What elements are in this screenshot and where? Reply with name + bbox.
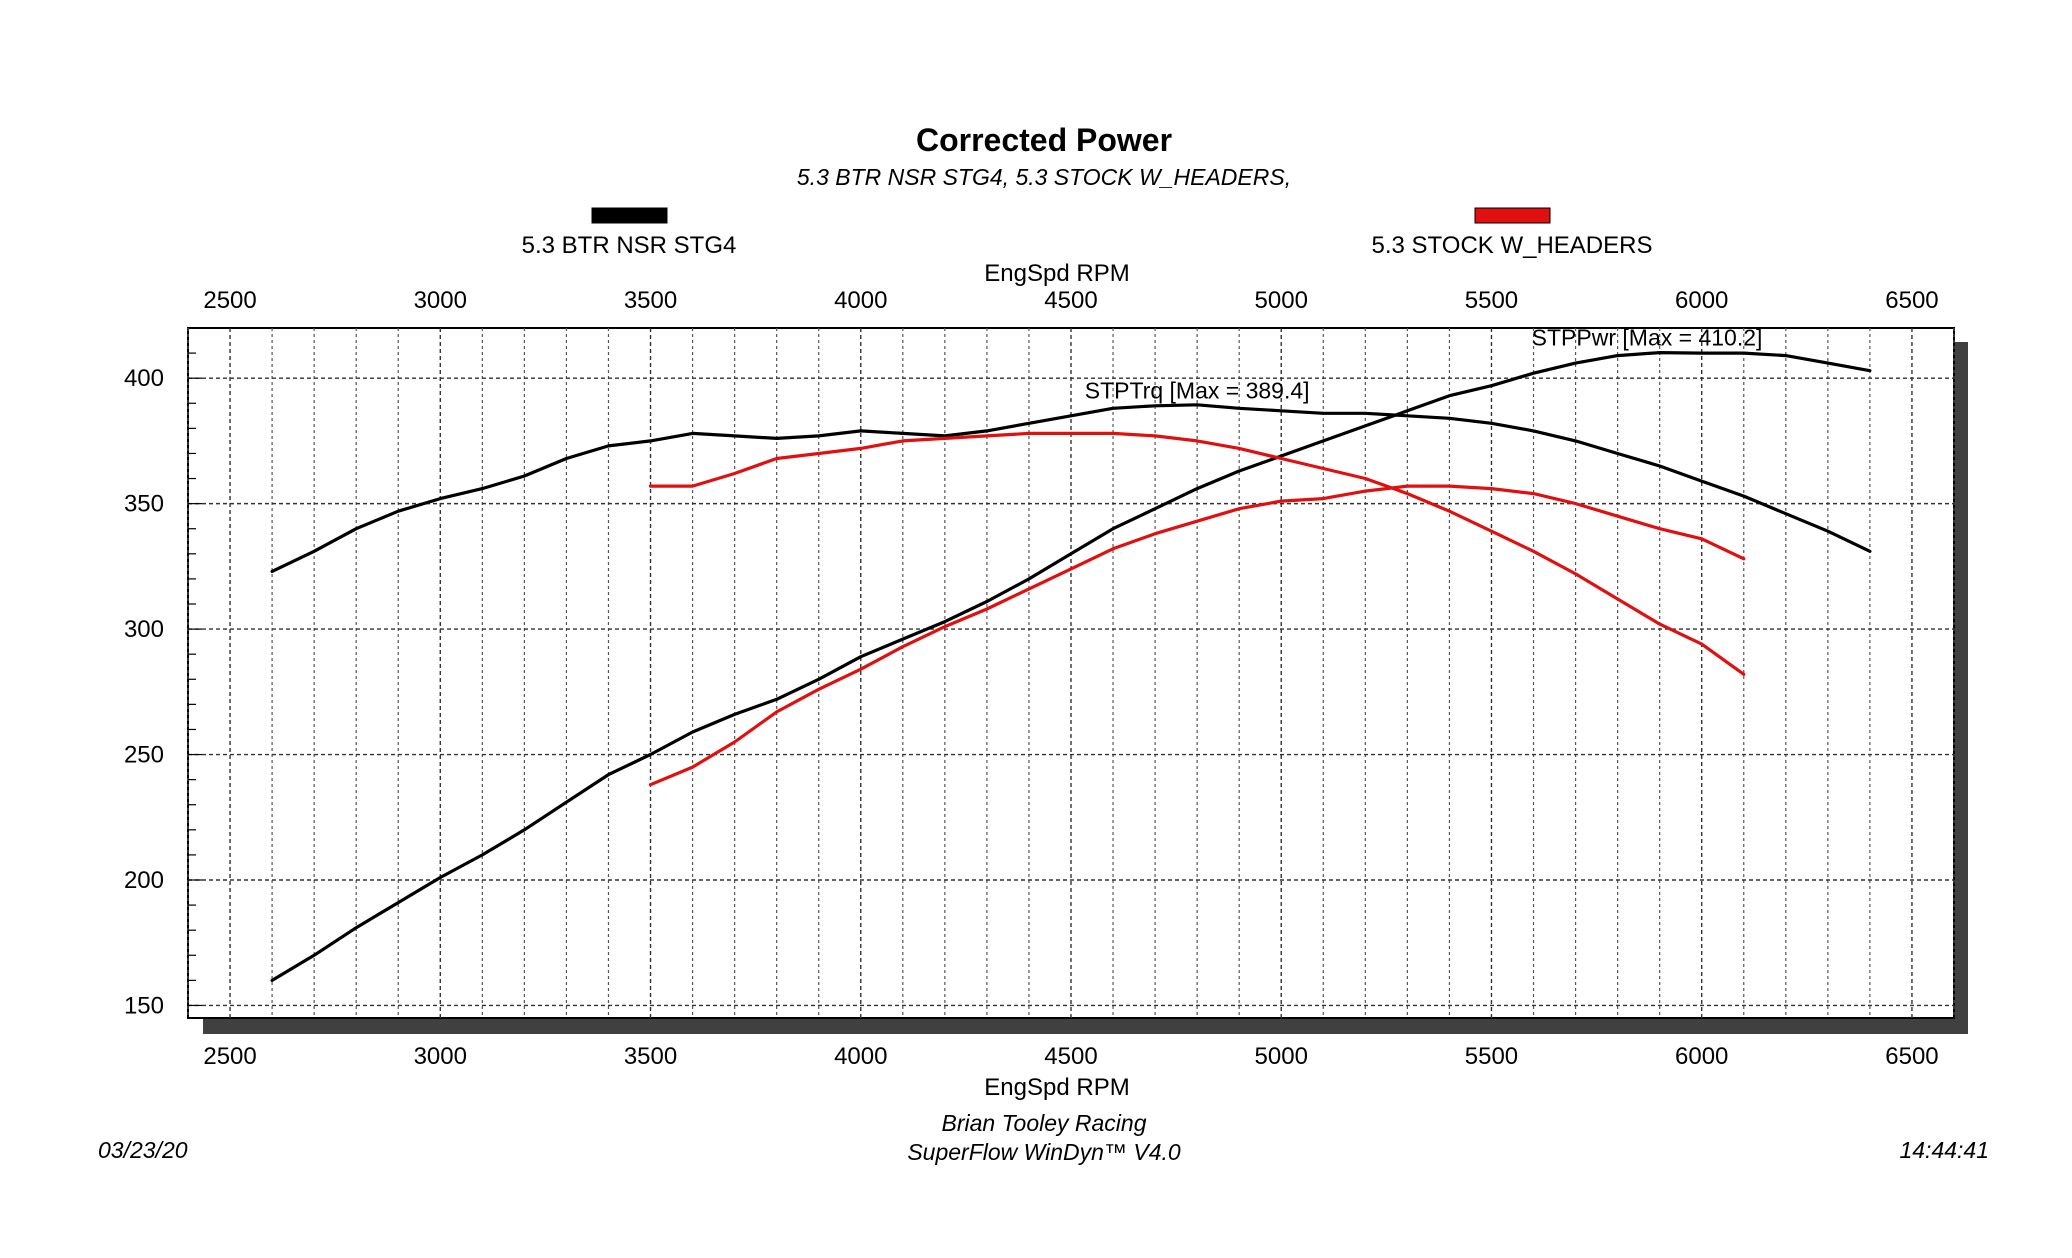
legend-swatch-btr	[591, 207, 668, 224]
x-tick-label-top-4000: 4000	[834, 287, 887, 314]
annotation-1: STPTrq [Max = 389.4]	[1085, 377, 1310, 403]
legend-label-stock: 5.3 STOCK W_HEADERS	[1372, 232, 1653, 259]
series-line-0	[270, 403, 1872, 574]
x-tick-label-top-3000: 3000	[414, 287, 467, 314]
series-line-1	[270, 351, 1872, 983]
minor-grid	[187, 328, 1955, 1018]
x-tick-label-top-4500: 4500	[1044, 287, 1097, 314]
x-tick-label-bottom-3500: 3500	[624, 1043, 677, 1070]
x-tick-label-bottom-2500: 2500	[203, 1043, 256, 1070]
chart-title: Corrected Power	[916, 122, 1172, 158]
x-tick-label-bottom-5000: 5000	[1255, 1043, 1308, 1070]
x-tick-label-bottom-4000: 4000	[834, 1043, 887, 1070]
x-tick-label-top-6500: 6500	[1885, 287, 1938, 314]
footer-date: 03/23/20	[98, 1137, 188, 1163]
x-tick-label-bottom-6000: 6000	[1675, 1043, 1728, 1070]
series-line-3	[648, 484, 1746, 787]
x-axis-label-top: EngSpd RPM	[984, 260, 1129, 287]
axis-ticks: 2500 2500 3000 3000 3500 3500 4000 4000 4500 4500…	[124, 287, 1939, 1070]
series-lines	[270, 351, 1872, 983]
y-tick-label-250: 250	[124, 742, 164, 769]
footer-time: 14:44:41	[1899, 1137, 1989, 1163]
legend-swatch-stock	[1474, 207, 1551, 224]
x-tick-label-top-3500: 3500	[624, 287, 677, 314]
x-tick-label-top-6000: 6000	[1675, 287, 1728, 314]
x-tick-label-bottom-4500: 4500	[1044, 1043, 1097, 1070]
y-tick-label-300: 300	[124, 616, 164, 643]
x-tick-label-top-5000: 5000	[1255, 287, 1308, 314]
y-tick-label-200: 200	[124, 867, 164, 894]
annotation-0: STPPwr [Max = 410.2]	[1532, 325, 1763, 351]
x-tick-label-top-2500: 2500	[203, 287, 256, 314]
x-tick-label-bottom-6500: 6500	[1885, 1043, 1938, 1070]
y-tick-label-400: 400	[124, 365, 164, 392]
x-tick-label-bottom-5500: 5500	[1465, 1043, 1518, 1070]
x-tick-label-top-5500: 5500	[1465, 287, 1518, 314]
x-axis-label-bottom: EngSpd RPM	[984, 1074, 1129, 1101]
series-line-2	[648, 431, 1746, 676]
footer-company: Brian Tooley Racing	[942, 1110, 1147, 1136]
legend-label-btr: 5.3 BTR NSR STG4	[522, 232, 737, 259]
chart-subtitle: 5.3 BTR NSR STG4, 5.3 STOCK W_HEADERS,	[797, 164, 1291, 190]
major-grid	[188, 328, 1954, 1018]
x-tick-label-bottom-3000: 3000	[414, 1043, 467, 1070]
y-tick-label-150: 150	[124, 992, 164, 1019]
footer-software: SuperFlow WinDyn™ V4.0	[907, 1139, 1181, 1165]
annotations: STPPwr [Max = 410.2] STPTrq [Max = 389.4]	[1085, 325, 1763, 404]
y-tick-label-350: 350	[124, 491, 164, 518]
